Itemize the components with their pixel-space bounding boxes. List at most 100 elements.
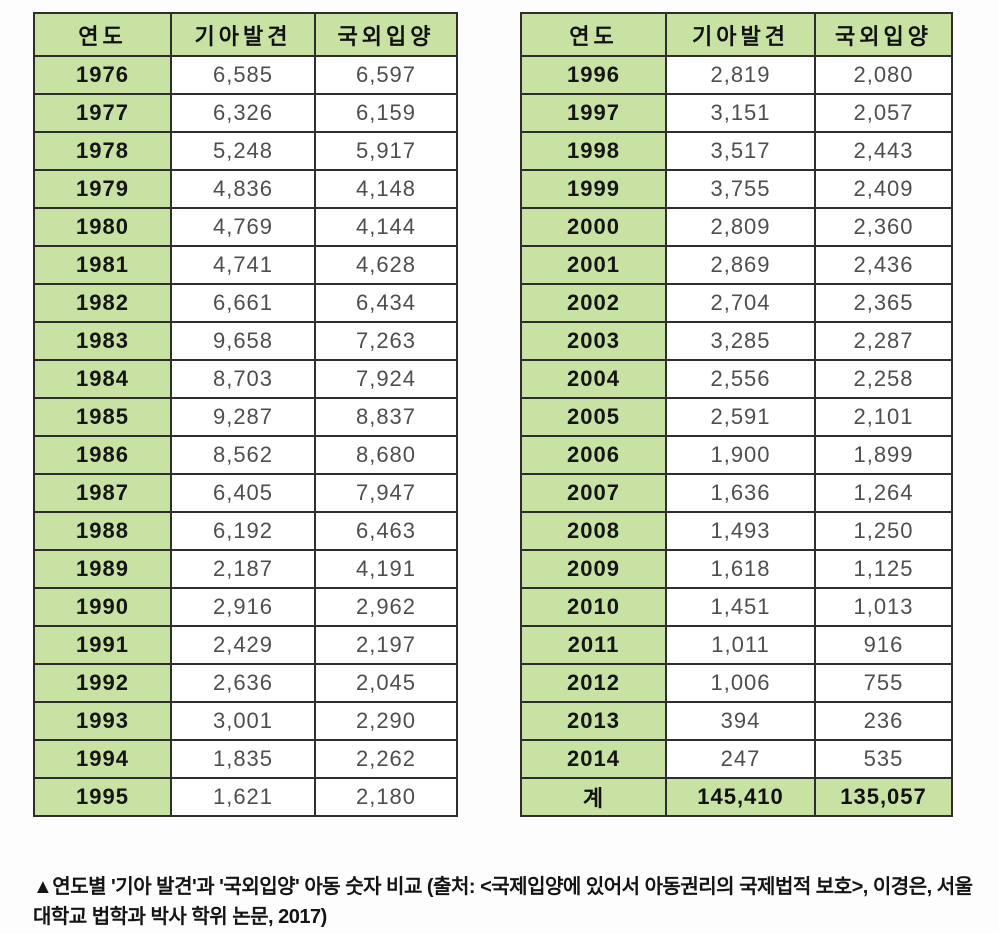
value-cell: 6,159 bbox=[314, 93, 458, 133]
year-cell: 1980 bbox=[33, 207, 172, 247]
table-row: 1979 4,836 4,148 bbox=[33, 169, 458, 209]
table-row: 1997 3,151 2,057 bbox=[520, 93, 953, 133]
total-row: 계 145,410 135,057 bbox=[520, 777, 953, 817]
value-cell: 1,835 bbox=[170, 739, 316, 779]
table-row: 1982 6,661 6,434 bbox=[33, 283, 458, 323]
value-cell: 2,443 bbox=[814, 131, 953, 171]
value-cell: 2,916 bbox=[170, 587, 316, 627]
table-row: 1976 6,585 6,597 bbox=[33, 55, 458, 95]
table-row: 1984 8,703 7,924 bbox=[33, 359, 458, 399]
table-row: 1998 3,517 2,443 bbox=[520, 131, 953, 171]
year-cell: 1984 bbox=[33, 359, 172, 399]
table-row: 1978 5,248 5,917 bbox=[33, 131, 458, 171]
year-cell: 2005 bbox=[520, 397, 667, 437]
year-cell: 2013 bbox=[520, 701, 667, 741]
value-cell: 2,101 bbox=[814, 397, 953, 437]
year-cell: 1983 bbox=[33, 321, 172, 361]
year-cell: 1994 bbox=[33, 739, 172, 779]
value-cell: 8,562 bbox=[170, 435, 316, 475]
table-row: 1987 6,405 7,947 bbox=[33, 473, 458, 513]
column-header: 기아발견 bbox=[665, 12, 816, 57]
table-row: 1977 6,326 6,159 bbox=[33, 93, 458, 133]
value-cell: 3,285 bbox=[665, 321, 816, 361]
table-row: 1990 2,916 2,962 bbox=[33, 587, 458, 627]
value-cell: 4,628 bbox=[314, 245, 458, 285]
year-cell: 2000 bbox=[520, 207, 667, 247]
year-cell: 1993 bbox=[33, 701, 172, 741]
year-cell: 2010 bbox=[520, 587, 667, 627]
value-cell: 2,258 bbox=[814, 359, 953, 399]
year-cell: 2008 bbox=[520, 511, 667, 551]
value-cell: 1,250 bbox=[814, 511, 953, 551]
value-cell: 3,755 bbox=[665, 169, 816, 209]
table-row: 1986 8,562 8,680 bbox=[33, 435, 458, 475]
total-value-cell: 145,410 bbox=[665, 777, 816, 817]
year-cell: 2009 bbox=[520, 549, 667, 589]
value-cell: 1,899 bbox=[814, 435, 953, 475]
value-cell: 1,636 bbox=[665, 473, 816, 513]
total-value-cell: 135,057 bbox=[814, 777, 953, 817]
value-cell: 4,191 bbox=[314, 549, 458, 589]
value-cell: 2,429 bbox=[170, 625, 316, 665]
value-cell: 6,597 bbox=[314, 55, 458, 95]
table-row: 2001 2,869 2,436 bbox=[520, 245, 953, 285]
table-row: 2004 2,556 2,258 bbox=[520, 359, 953, 399]
table-row: 2012 1,006 755 bbox=[520, 663, 953, 703]
value-cell: 5,917 bbox=[314, 131, 458, 171]
table-row: 2002 2,704 2,365 bbox=[520, 283, 953, 323]
tables-container: 연도 기아발견 국외입양 1976 6,585 6,597 1977 6,326 6,159 19… bbox=[33, 12, 953, 817]
value-cell: 236 bbox=[814, 701, 953, 741]
table-row: 2013 394 236 bbox=[520, 701, 953, 741]
table-row: 1981 4,741 4,628 bbox=[33, 245, 458, 285]
year-cell: 1982 bbox=[33, 283, 172, 323]
year-cell: 2002 bbox=[520, 283, 667, 323]
value-cell: 2,869 bbox=[665, 245, 816, 285]
value-cell: 755 bbox=[814, 663, 953, 703]
year-cell: 1989 bbox=[33, 549, 172, 589]
value-cell: 2,636 bbox=[170, 663, 316, 703]
year-cell: 2001 bbox=[520, 245, 667, 285]
table-row: 2003 3,285 2,287 bbox=[520, 321, 953, 361]
table-row: 1996 2,819 2,080 bbox=[520, 55, 953, 95]
column-header: 연도 bbox=[33, 12, 172, 57]
table-row: 1983 9,658 7,263 bbox=[33, 321, 458, 361]
table-1976-1995: 연도 기아발견 국외입양 1976 6,585 6,597 1977 6,326 6,159 19… bbox=[33, 12, 458, 817]
value-cell: 535 bbox=[814, 739, 953, 779]
value-cell: 1,264 bbox=[814, 473, 953, 513]
value-cell: 2,409 bbox=[814, 169, 953, 209]
table-row: 1985 9,287 8,837 bbox=[33, 397, 458, 437]
year-cell: 1986 bbox=[33, 435, 172, 475]
value-cell: 2,197 bbox=[314, 625, 458, 665]
value-cell: 3,151 bbox=[665, 93, 816, 133]
value-cell: 2,290 bbox=[314, 701, 458, 741]
value-cell: 8,680 bbox=[314, 435, 458, 475]
table-row: 2010 1,451 1,013 bbox=[520, 587, 953, 627]
year-cell: 1978 bbox=[33, 131, 172, 171]
value-cell: 5,248 bbox=[170, 131, 316, 171]
value-cell: 8,837 bbox=[314, 397, 458, 437]
value-cell: 2,819 bbox=[665, 55, 816, 95]
value-cell: 2,045 bbox=[314, 663, 458, 703]
table-row: 1991 2,429 2,197 bbox=[33, 625, 458, 665]
table-row: 1980 4,769 4,144 bbox=[33, 207, 458, 247]
value-cell: 2,365 bbox=[814, 283, 953, 323]
value-cell: 2,187 bbox=[170, 549, 316, 589]
year-cell: 1991 bbox=[33, 625, 172, 665]
value-cell: 2,262 bbox=[314, 739, 458, 779]
year-cell: 1995 bbox=[33, 777, 172, 817]
table-row: 1992 2,636 2,045 bbox=[33, 663, 458, 703]
value-cell: 2,057 bbox=[814, 93, 953, 133]
table-row: 1994 1,835 2,262 bbox=[33, 739, 458, 779]
value-cell: 2,704 bbox=[665, 283, 816, 323]
table-row: 2009 1,618 1,125 bbox=[520, 549, 953, 589]
value-cell: 2,591 bbox=[665, 397, 816, 437]
value-cell: 4,769 bbox=[170, 207, 316, 247]
value-cell: 1,125 bbox=[814, 549, 953, 589]
table-row: 2006 1,900 1,899 bbox=[520, 435, 953, 475]
value-cell: 1,451 bbox=[665, 587, 816, 627]
table-row: 1988 6,192 6,463 bbox=[33, 511, 458, 551]
table-row: 2014 247 535 bbox=[520, 739, 953, 779]
value-cell: 2,287 bbox=[814, 321, 953, 361]
value-cell: 1,621 bbox=[170, 777, 316, 817]
column-header: 국외입양 bbox=[314, 12, 458, 57]
